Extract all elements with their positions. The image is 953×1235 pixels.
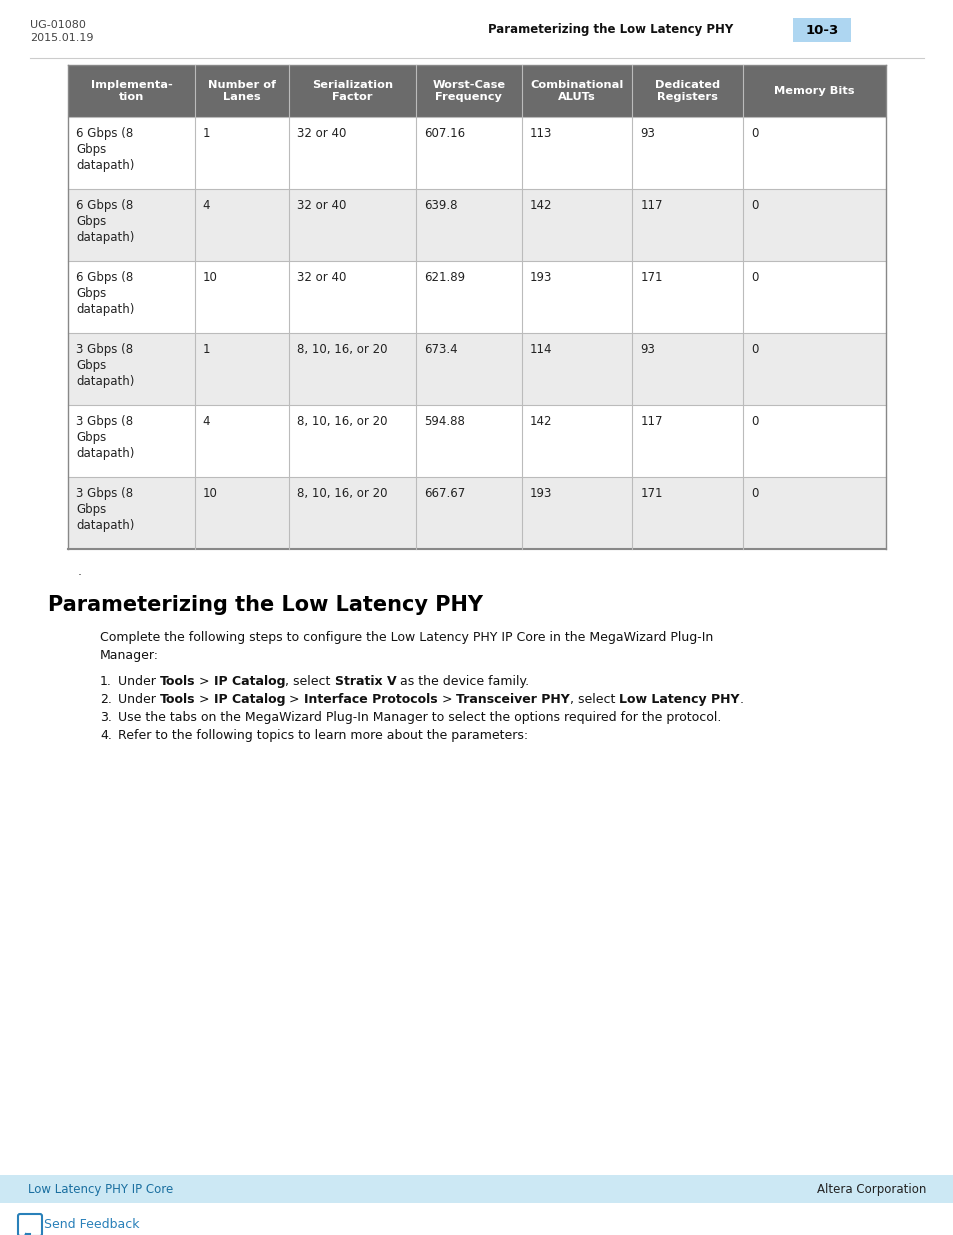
- Text: Low Latency PHY: Low Latency PHY: [618, 693, 739, 706]
- Text: Low Latency PHY IP Core: Low Latency PHY IP Core: [28, 1182, 173, 1195]
- Text: 3.: 3.: [100, 711, 112, 724]
- Text: 621.89: 621.89: [423, 270, 464, 284]
- Text: Complete the following steps to configure the Low Latency PHY IP Core in the Meg: Complete the following steps to configur…: [100, 631, 713, 662]
- Bar: [68, 261, 885, 333]
- Text: Interface Protocols: Interface Protocols: [304, 693, 437, 706]
- Text: 4: 4: [203, 415, 210, 429]
- Text: 0: 0: [750, 270, 758, 284]
- Bar: [68, 65, 885, 117]
- Text: 114: 114: [530, 343, 552, 356]
- Text: 639.8: 639.8: [423, 199, 456, 212]
- Text: 673.4: 673.4: [423, 343, 456, 356]
- Text: >: >: [195, 693, 213, 706]
- Text: 1.: 1.: [100, 676, 112, 688]
- Text: 0: 0: [750, 343, 758, 356]
- Text: 193: 193: [530, 487, 552, 500]
- Text: 0: 0: [750, 199, 758, 212]
- Text: 93: 93: [639, 343, 655, 356]
- Text: 6 Gbps (8
Gbps
datapath): 6 Gbps (8 Gbps datapath): [76, 199, 134, 245]
- Text: Tools: Tools: [160, 676, 195, 688]
- Text: 3 Gbps (8
Gbps
datapath): 3 Gbps (8 Gbps datapath): [76, 343, 134, 388]
- Bar: [0, 1174, 953, 1203]
- Bar: [792, 19, 850, 42]
- Text: Combinational
ALUTs: Combinational ALUTs: [530, 80, 623, 103]
- Text: IP Catalog: IP Catalog: [213, 693, 285, 706]
- Bar: [68, 189, 885, 261]
- Text: 171: 171: [639, 270, 662, 284]
- Text: 667.67: 667.67: [423, 487, 464, 500]
- Text: >: >: [195, 676, 213, 688]
- Text: 607.16: 607.16: [423, 127, 464, 140]
- Text: 1: 1: [203, 343, 210, 356]
- Text: 4.: 4.: [100, 729, 112, 742]
- Text: 3 Gbps (8
Gbps
datapath): 3 Gbps (8 Gbps datapath): [76, 415, 134, 459]
- Text: Parameterizing the Low Latency PHY: Parameterizing the Low Latency PHY: [48, 595, 482, 615]
- Text: .: .: [739, 693, 742, 706]
- Text: 193: 193: [530, 270, 552, 284]
- Bar: [68, 333, 885, 405]
- Text: 171: 171: [639, 487, 662, 500]
- Text: 0: 0: [750, 487, 758, 500]
- Text: as the device family.: as the device family.: [395, 676, 529, 688]
- Text: 6 Gbps (8
Gbps
datapath): 6 Gbps (8 Gbps datapath): [76, 270, 134, 316]
- Text: , select: , select: [285, 676, 335, 688]
- Text: Dedicated
Registers: Dedicated Registers: [655, 80, 720, 103]
- Text: 2.: 2.: [100, 693, 112, 706]
- Text: Under: Under: [118, 676, 160, 688]
- Text: Parameterizing the Low Latency PHY: Parameterizing the Low Latency PHY: [488, 23, 733, 37]
- Text: Send Feedback: Send Feedback: [44, 1219, 139, 1231]
- Text: 0: 0: [750, 127, 758, 140]
- Text: 8, 10, 16, or 20: 8, 10, 16, or 20: [296, 343, 387, 356]
- Text: , select: , select: [569, 693, 618, 706]
- Text: Worst-Case
Frequency: Worst-Case Frequency: [432, 80, 505, 103]
- Text: Transceiver PHY: Transceiver PHY: [456, 693, 569, 706]
- Text: 113: 113: [530, 127, 552, 140]
- Text: 0: 0: [750, 415, 758, 429]
- Text: .: .: [78, 564, 82, 578]
- Text: Serialization
Factor: Serialization Factor: [312, 80, 393, 103]
- Text: IP Catalog: IP Catalog: [213, 676, 285, 688]
- Text: 117: 117: [639, 415, 662, 429]
- Text: 6 Gbps (8
Gbps
datapath): 6 Gbps (8 Gbps datapath): [76, 127, 134, 172]
- Text: 32 or 40: 32 or 40: [296, 199, 346, 212]
- Text: 10: 10: [203, 487, 217, 500]
- Text: 8, 10, 16, or 20: 8, 10, 16, or 20: [296, 487, 387, 500]
- Text: >: >: [437, 693, 456, 706]
- Text: 32 or 40: 32 or 40: [296, 127, 346, 140]
- Text: 142: 142: [530, 199, 552, 212]
- Text: Altera Corporation: Altera Corporation: [816, 1182, 925, 1195]
- Text: Refer to the following topics to learn more about the parameters:: Refer to the following topics to learn m…: [118, 729, 528, 742]
- Bar: [68, 117, 885, 189]
- Text: Stratix V: Stratix V: [335, 676, 395, 688]
- Text: Number of
Lanes: Number of Lanes: [208, 80, 275, 103]
- Text: Tools: Tools: [160, 693, 195, 706]
- Text: 1: 1: [203, 127, 210, 140]
- Text: 8, 10, 16, or 20: 8, 10, 16, or 20: [296, 415, 387, 429]
- Text: 3 Gbps (8
Gbps
datapath): 3 Gbps (8 Gbps datapath): [76, 487, 134, 532]
- Text: 32 or 40: 32 or 40: [296, 270, 346, 284]
- Text: Implementa-
tion: Implementa- tion: [91, 80, 172, 103]
- Text: 2015.01.19: 2015.01.19: [30, 33, 93, 43]
- Text: 4: 4: [203, 199, 210, 212]
- Text: UG-01080: UG-01080: [30, 20, 86, 30]
- Bar: [68, 477, 885, 550]
- Text: Under: Under: [118, 693, 160, 706]
- Text: Memory Bits: Memory Bits: [774, 86, 854, 96]
- Text: 10-3: 10-3: [804, 23, 838, 37]
- Text: 93: 93: [639, 127, 655, 140]
- Text: 117: 117: [639, 199, 662, 212]
- Text: >: >: [285, 693, 304, 706]
- Bar: [68, 405, 885, 477]
- Text: 10: 10: [203, 270, 217, 284]
- Text: 594.88: 594.88: [423, 415, 464, 429]
- Text: Use the tabs on the MegaWizard Plug-In Manager to select the options required fo: Use the tabs on the MegaWizard Plug-In M…: [118, 711, 720, 724]
- Text: 142: 142: [530, 415, 552, 429]
